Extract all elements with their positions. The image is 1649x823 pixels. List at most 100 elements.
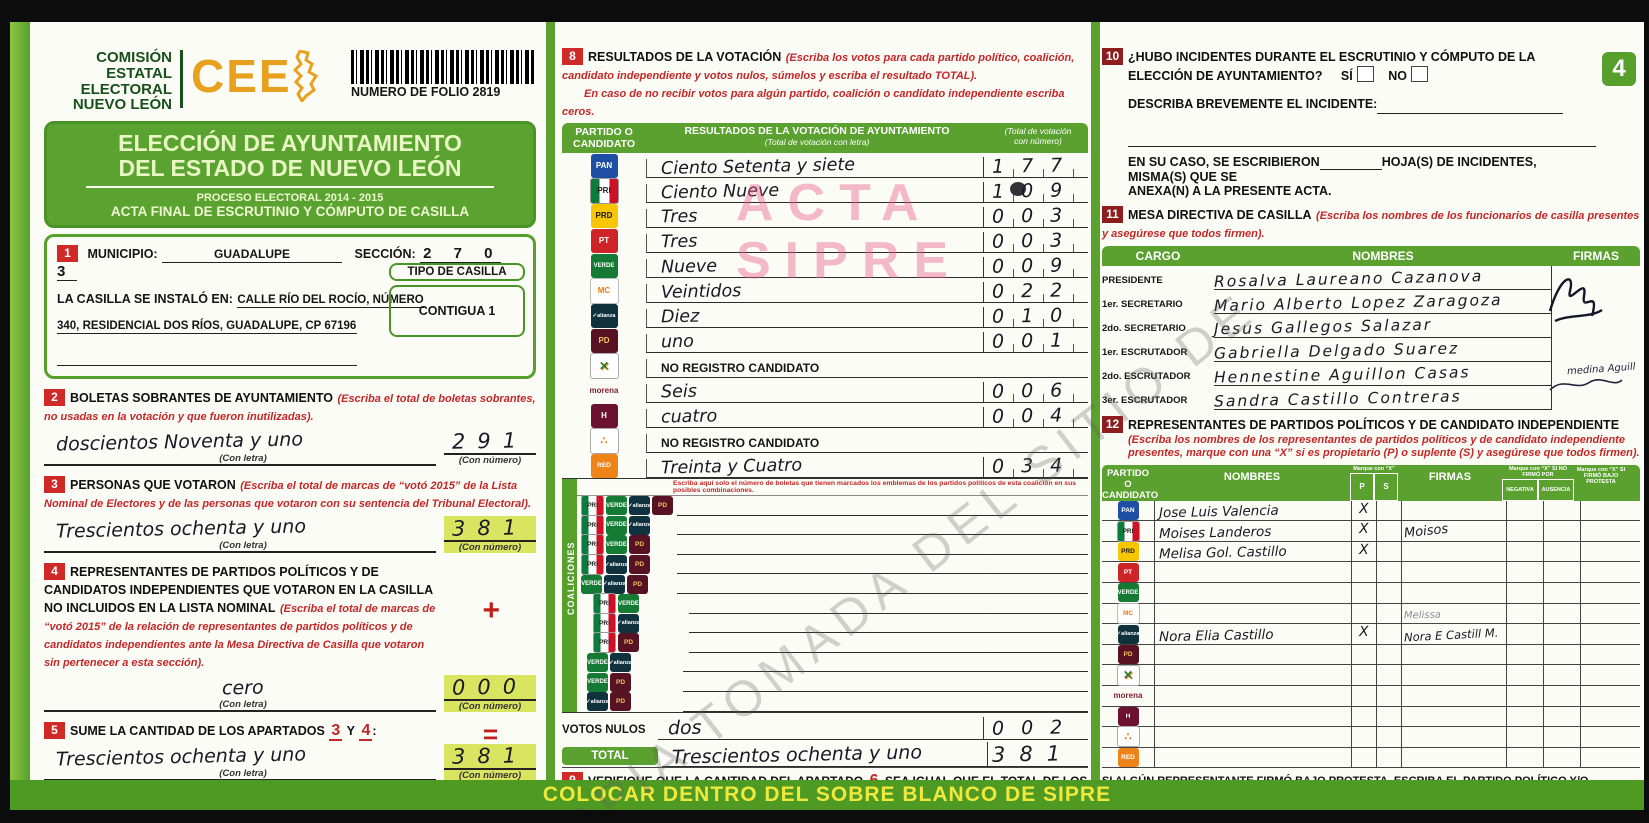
section-8-title: RESULTADOS DE LA VOTACIÓN [588, 50, 782, 64]
signature-note: medina Aguill [1567, 361, 1637, 378]
apartado-3-ref: 3 [329, 721, 343, 741]
address-line-1: CALLE RÍO DEL ROCÍO, NÚMERO [237, 293, 424, 308]
section-4-badge: 4 [44, 562, 65, 580]
partido-democrata-logo-icon [652, 496, 673, 516]
con-letra-label: (Con letra) [219, 698, 267, 710]
coalition-row [577, 574, 1088, 594]
bottom-band: COLOCAR DENTRO DEL SOBRE BLANCO DE SIPRE [10, 780, 1644, 810]
hojas-incidentes-line: EN SU CASO, SE ESCRIBIERON HOJA(S) DE IN… [1128, 155, 1596, 198]
mesa-row: PRESIDENTE Rosalva Laureano Cazanova [1102, 266, 1640, 291]
con-numero-label: (Con número) [458, 454, 522, 466]
section-10-badge: 10 [1102, 48, 1123, 65]
p-mark: X [1359, 624, 1369, 641]
verde-logo-icon [606, 515, 627, 535]
vote-numero: 010 [991, 304, 1080, 328]
handwritten-numero: 381 [451, 514, 529, 541]
con-letra-label: (Con letra) [219, 539, 267, 551]
firma-cell: medina Aguill [1551, 362, 1640, 386]
rep-row-pan: Jose Luis Valencia X [1102, 501, 1640, 521]
handwritten-letra: Trescientos ochenta y uno [55, 743, 307, 771]
funcionario-nombre: Jesus Gallegos Salazar [1213, 315, 1433, 339]
red-logo-icon [1117, 748, 1139, 768]
col-cargo: CARGO [1135, 249, 1181, 263]
cee-logo: CEE [191, 49, 318, 104]
vote-numero: 009 [991, 254, 1080, 278]
tipo-casilla-value: CONTIGUA 1 [389, 284, 525, 337]
section-3-instr: (Escriba el total de marcas de “votó 201… [44, 479, 531, 510]
red-logo-icon [590, 453, 618, 478]
municipio-value: GUADALUPE [162, 246, 343, 263]
funcionario-nombre: Mario Alberto Lopez Zaragoza [1213, 290, 1503, 316]
nueva-alianza-logo-icon [604, 574, 625, 594]
movimiento-ciudadano-logo-icon [589, 277, 619, 304]
cruzada-ciudadana-logo-icon [1116, 664, 1140, 686]
funcionario-nombre: Gabriella Delgado Suarez [1213, 339, 1460, 363]
total-label: TOTAL [562, 746, 658, 765]
pt-logo-icon [590, 228, 618, 253]
title-box: ELECCIÓN DE AYUNTAMIENTO DEL ESTADO DE N… [44, 121, 536, 228]
rep-firma: Melissa [1403, 609, 1442, 622]
humanista-logo-icon [590, 403, 618, 428]
section-5-suma: 5 SUME LA CANTIDAD DE LOS APARTADOS 3 Y 4… [44, 721, 536, 781]
seccion-label: SECCIÓN: [354, 246, 416, 261]
pri-logo-icon [581, 534, 604, 556]
cargo-label: PRESIDENTE [1102, 275, 1163, 286]
col-nombres: NOMBRES [1223, 470, 1281, 483]
col-partido: PARTIDO O CANDIDATO [572, 126, 636, 150]
mesa-row: 2do. SECRETARIO Jesus Gallegos Salazar [1102, 314, 1640, 338]
proceso-electoral: PROCESO ELECTORAL 2014 - 2015 [196, 191, 384, 204]
verde-logo-icon [590, 253, 618, 278]
coalition-row [577, 554, 1088, 576]
rep-row-morena [1102, 685, 1640, 707]
morena-logo-icon [591, 379, 618, 403]
section-12-instr: (Escriba los nombres de los representant… [1128, 434, 1640, 459]
cargo-label: 1er. ESCRUTADOR [1102, 347, 1188, 358]
vote-numero: 004 [991, 404, 1080, 428]
firma-cell [1551, 290, 1640, 314]
morena-logo-icon [1118, 686, 1139, 705]
si-label: SÍ [1340, 69, 1353, 83]
vote-numero: 177 [991, 154, 1080, 178]
vote-row-encuentro: NO REGISTRO CANDIDATO [562, 427, 1088, 454]
middle-column: 8 RESULTADOS DE LA VOTACIÓN (Escriba los … [562, 48, 1088, 809]
vote-numero: 022 [991, 279, 1080, 303]
section-2-instr: (Escriba el total de boletas sobrantes, … [44, 392, 536, 423]
coalition-row [577, 495, 1088, 517]
col-firmas: FIRMAS [1428, 470, 1472, 483]
partido-democrata-logo-icon [610, 692, 631, 712]
green-edge [10, 22, 30, 810]
handwritten-numero: 000 [451, 673, 529, 700]
total-row: TOTAL Trescientos ochenta y uno 381 [562, 740, 1088, 769]
acta-sheet: COMISIÓN ESTATAL ELECTORAL NUEVO LEÓN CE… [10, 22, 1644, 810]
nueva-alianza-logo-icon [629, 515, 650, 535]
col-firmas: FIRMAS [1573, 249, 1619, 263]
votos-nulos-label: VOTOS NULOS [562, 723, 646, 736]
tipo-casilla-box: TIPO DE CASILLA CONTIGUA 1 [389, 262, 525, 337]
section-12-badge: 12 [1102, 416, 1123, 433]
divider [180, 50, 183, 108]
section-11-mesa-directiva: 11 MESA DIRECTIVA DE CASILLA (Escriba los… [1102, 206, 1640, 411]
cargo-label: 3er. ESCRUTADOR [1102, 395, 1188, 406]
humanista-logo-icon [1117, 706, 1139, 726]
vote-letra: Seis [660, 381, 698, 403]
section-12-title: REPRESENTANTES DE PARTIDOS POLÍTICOS Y D… [1128, 418, 1620, 432]
vote-letra: Ciento Setenta y siete [660, 154, 856, 180]
no-registro-label: NO REGISTRO CANDIDATO [661, 436, 820, 450]
con-letra-label: (Con letra) [219, 767, 267, 779]
col-no-firmo: Marque con “X” SI NO FIRMÓ POR NEGATIVA AU… [1502, 465, 1574, 501]
verde-logo-icon [581, 574, 602, 594]
coalitions-block: COALICIONES Escriba aquí solo el número … [562, 478, 1088, 712]
representantes-header: PARTIDO O CANDIDATO NOMBRES Marque con “… [1102, 464, 1640, 501]
section-8-instr1: (Escriba los votos para cada partido pol… [562, 52, 1075, 82]
nueva-alianza-logo-icon [590, 303, 618, 328]
no-firmo-label: Marque con “X” SI NO FIRMÓ POR [1508, 465, 1568, 478]
encaso-a: EN SU CASO, SE ESCRIBIERON [1128, 155, 1320, 169]
nuevo-leon-outline-icon [292, 49, 318, 104]
handwritten-numero: 291 [451, 427, 529, 454]
si-checkbox [1356, 66, 1374, 82]
vote-row-humanista: cuatro 004 [562, 403, 1088, 428]
nueva-alianza-logo-icon [587, 692, 608, 712]
total-letra: Trescientos ochenta y uno [671, 740, 923, 769]
pan-logo-icon [590, 153, 618, 178]
